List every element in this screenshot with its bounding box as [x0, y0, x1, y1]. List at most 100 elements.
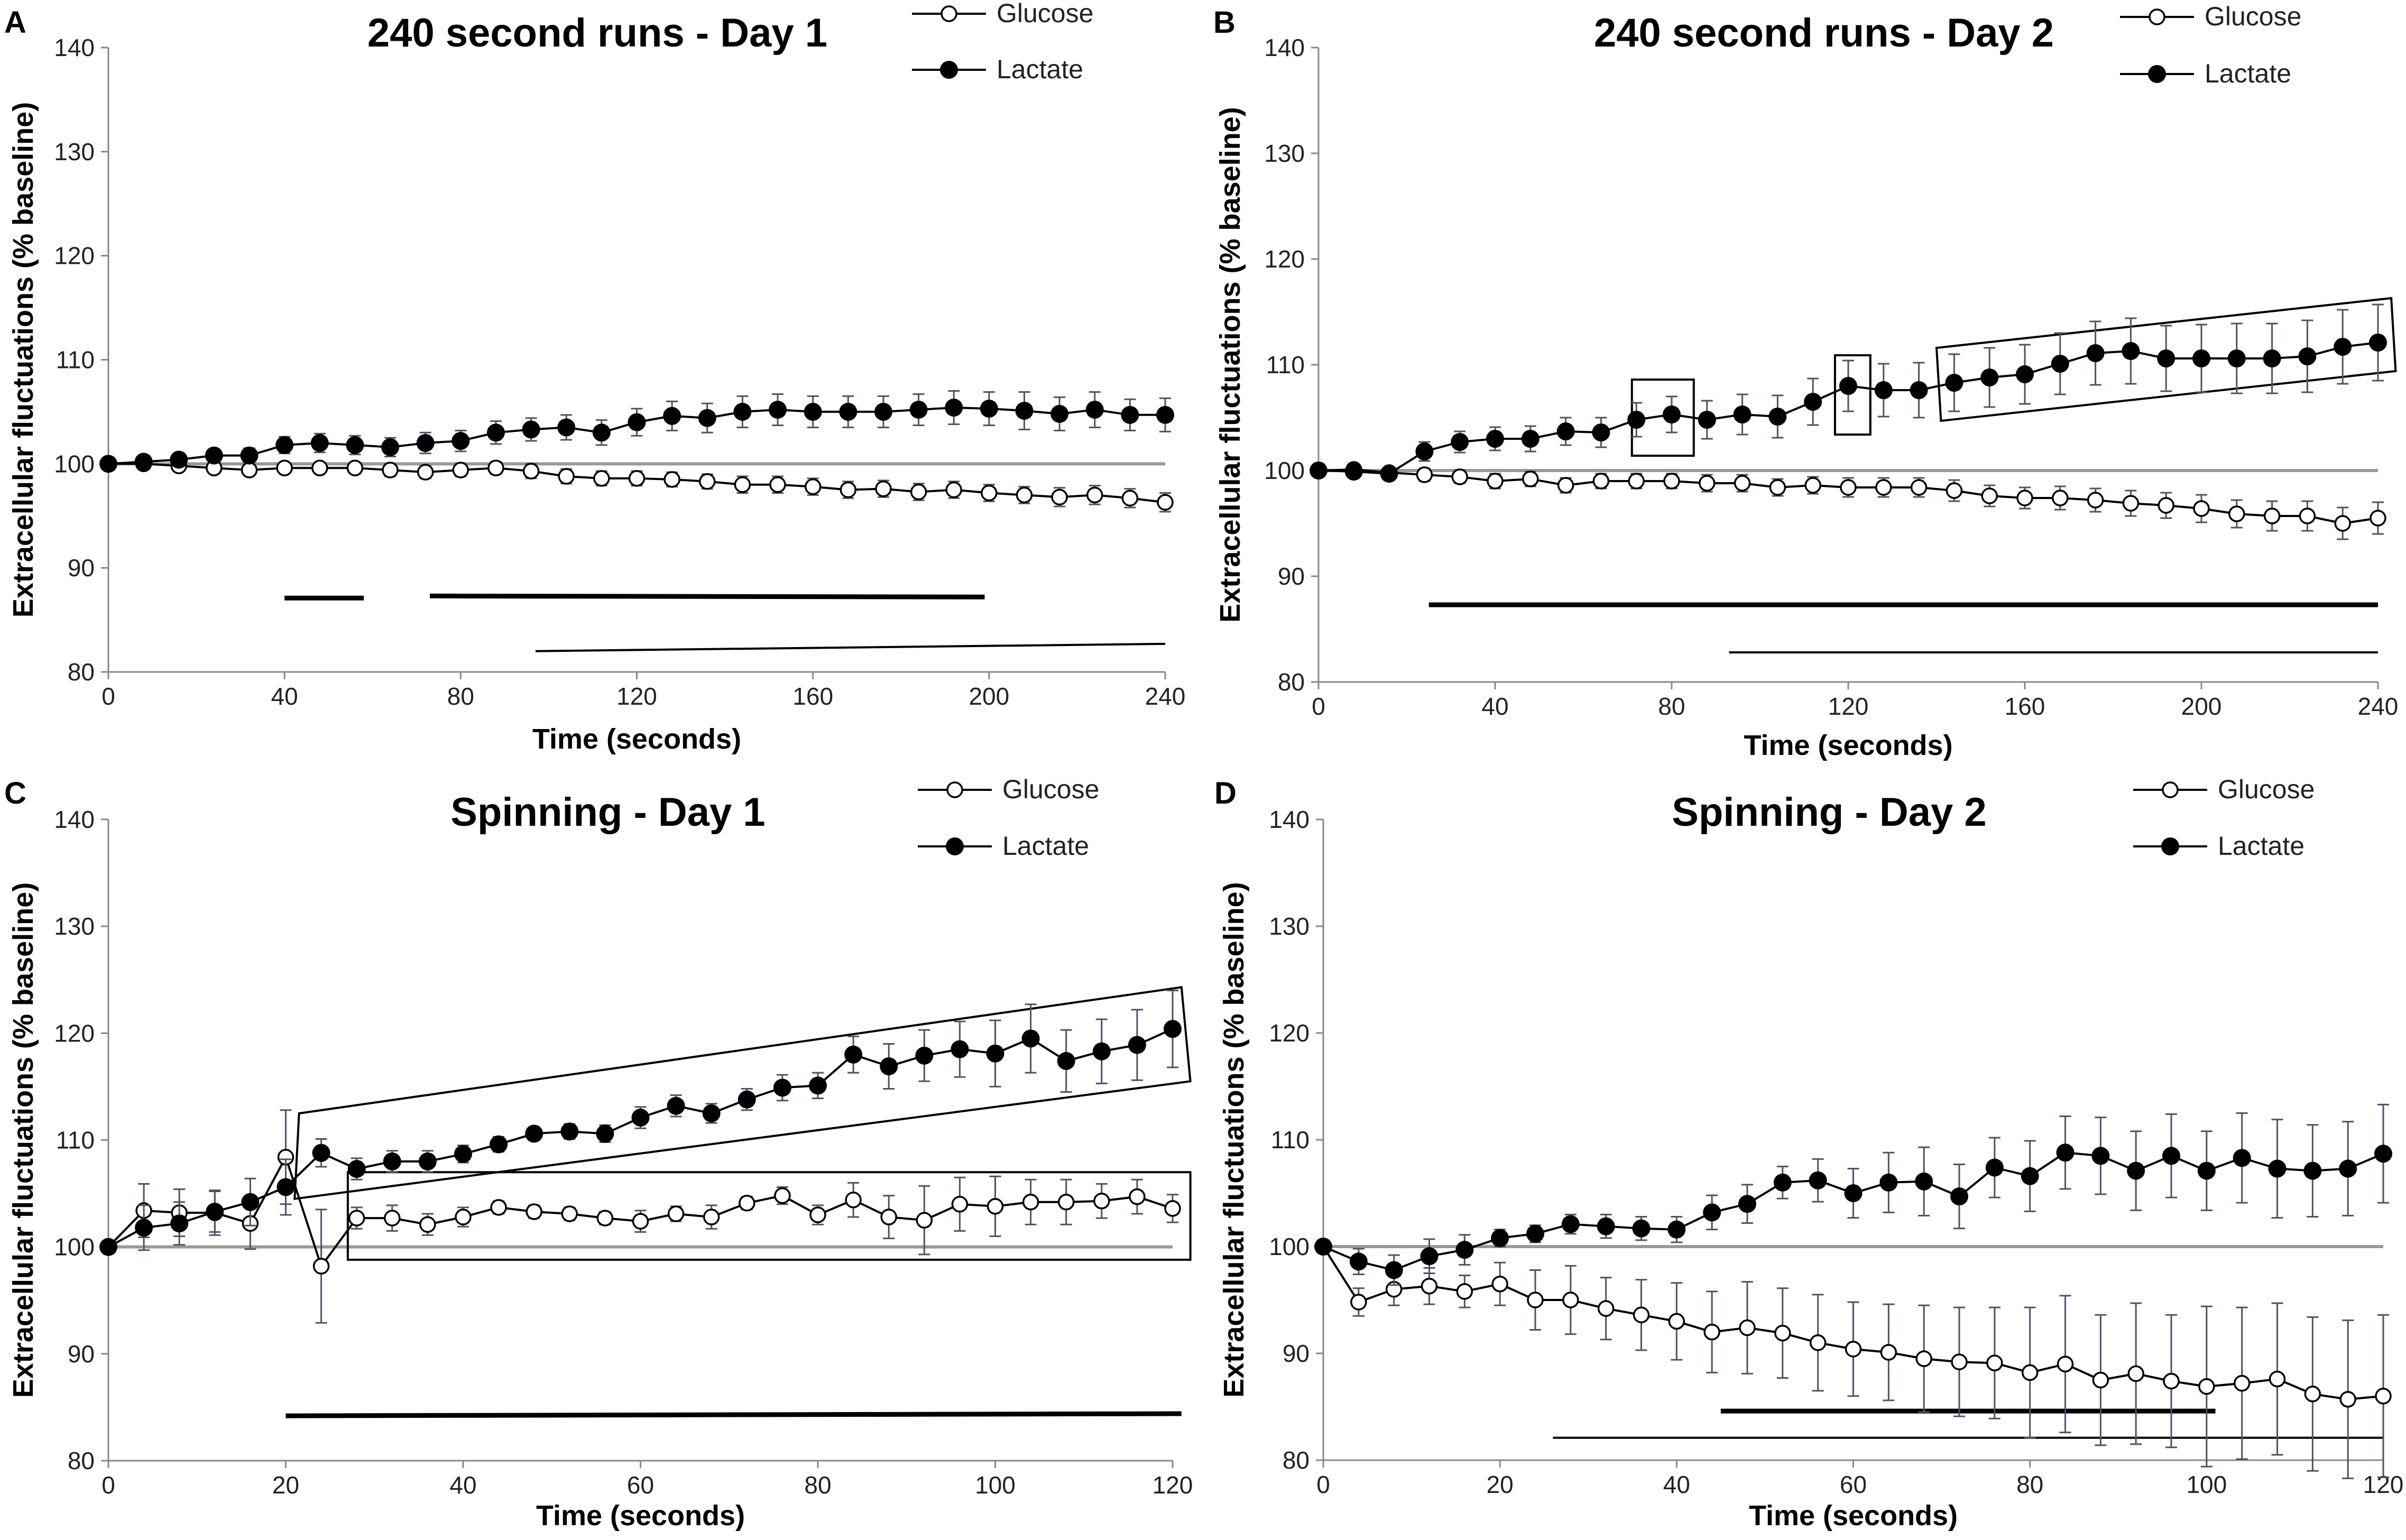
data-point-glucose: [981, 484, 998, 502]
data-point-lactate: [804, 402, 822, 421]
y-tick-label: 110: [1266, 351, 1305, 379]
chart-panel-a: A 240 second runs - Day 1 80 90 100 110 120 130…: [4, 0, 1185, 755]
data-point-glucose: [1592, 473, 1610, 490]
x-tick-label: 80: [1658, 693, 1685, 720]
data-point-lactate: [1050, 404, 1069, 423]
data-point-glucose: [452, 462, 469, 478]
data-point-glucose: [1628, 473, 1645, 490]
x-tick-label: 40: [271, 683, 298, 710]
data-point-glucose: [1522, 471, 1539, 487]
data-point-lactate: [2197, 1161, 2216, 1180]
data-point-lactate: [2369, 334, 2387, 352]
data-point-lactate: [383, 1152, 401, 1170]
data-point-glucose: [1451, 468, 1468, 485]
data-point-glucose: [1456, 1283, 1473, 1300]
legend: Glucose Lactate: [918, 774, 1099, 861]
data-point-lactate: [1879, 1173, 1898, 1192]
data-point-lactate: [1486, 430, 1504, 448]
data-point-lactate: [454, 1145, 472, 1163]
data-point-lactate: [241, 1193, 260, 1211]
data-point-lactate: [205, 446, 223, 465]
data-point-lactate: [1945, 374, 1963, 392]
data-point-lactate: [1950, 1187, 1968, 1206]
y-axis-label: Extracellular fluctuations (% baseline): [7, 882, 39, 1398]
x-tick-label: 200: [969, 683, 1009, 710]
legend: Glucose Lactate: [2133, 774, 2315, 861]
y-tick-label: 110: [56, 1127, 95, 1154]
data-point-lactate: [1985, 1158, 2004, 1177]
data-point-lactate: [490, 1135, 508, 1154]
data-point-glucose: [2198, 1378, 2215, 1395]
y-tick-label: 100: [54, 450, 95, 477]
data-point-lactate: [631, 1109, 650, 1127]
y-axis-label: Extracellular fluctuations (% baseline): [1214, 107, 1246, 622]
data-point-glucose: [667, 1205, 685, 1222]
data-point-glucose: [276, 459, 293, 476]
x-tick-label: 80: [804, 1471, 831, 1499]
series-glucose: [1315, 1238, 2392, 1479]
data-point-lactate: [809, 1076, 827, 1095]
data-point-glucose: [2127, 1365, 2144, 1382]
data-point-lactate: [1526, 1224, 1544, 1243]
data-point-lactate: [1092, 1042, 1111, 1061]
y-tick-label: 100: [54, 1233, 95, 1261]
data-point-glucose: [2299, 508, 2316, 524]
data-point-glucose: [845, 1191, 862, 1209]
chart-title: 240 second runs - Day 1: [367, 11, 827, 56]
data-point-lactate: [1804, 393, 1822, 411]
data-point-glucose: [1946, 482, 1963, 499]
data-point-lactate: [1915, 1172, 1933, 1191]
data-point-lactate: [2056, 1144, 2075, 1162]
data-point-glucose: [951, 1196, 969, 1213]
data-point-lactate: [698, 409, 716, 427]
data-point-lactate: [99, 1238, 117, 1256]
data-point-glucose: [558, 468, 575, 485]
series-glucose: [1310, 461, 2386, 540]
y-tick-label: 90: [1278, 562, 1305, 590]
data-point-glucose: [1086, 486, 1103, 504]
x-tick-label: 240: [2358, 693, 2399, 720]
y-tick-label: 130: [54, 138, 95, 165]
x-tick-label: 160: [792, 683, 833, 710]
data-point-glucose: [1491, 1275, 1508, 1293]
data-point-lactate: [347, 1160, 366, 1178]
data-point-glucose: [2087, 492, 2104, 509]
data-point-glucose: [916, 1212, 933, 1229]
highlight-box: [1833, 354, 1872, 436]
data-point-glucose: [2092, 1371, 2109, 1389]
series-lactate: [99, 390, 1174, 473]
legend-marker-glucose: [941, 5, 957, 22]
legend-label: Glucose: [2205, 2, 2301, 31]
data-point-lactate: [2021, 1167, 2039, 1185]
x-tick-label: 60: [1840, 1471, 1867, 1498]
data-point-lactate: [596, 1124, 614, 1143]
data-point-glucose: [2021, 1364, 2039, 1381]
data-point-lactate: [206, 1202, 224, 1221]
data-point-glucose: [875, 480, 892, 497]
data-point-lactate: [1809, 1171, 1827, 1189]
y-tick-label: 130: [54, 912, 95, 940]
data-point-lactate: [663, 407, 681, 425]
y-tick-label: 130: [1269, 912, 1310, 940]
series-glucose: [100, 1109, 1181, 1324]
data-point-glucose: [2158, 497, 2174, 514]
legend-label: Lactate: [1002, 831, 1089, 861]
highlight-box: [293, 986, 1192, 1200]
data-point-glucose: [1557, 477, 1574, 494]
legend-marker-glucose: [2149, 8, 2165, 25]
data-point-glucose: [490, 1199, 507, 1216]
panel-letter: B: [1213, 5, 1236, 40]
data-point-lactate: [733, 402, 752, 421]
data-point-lactate: [135, 1219, 153, 1237]
data-point-glucose: [1880, 1344, 1897, 1361]
x-tick-label: 0: [1316, 1471, 1330, 1498]
data-point-glucose: [346, 459, 364, 476]
data-point-lactate: [2091, 1147, 2110, 1165]
data-point-lactate: [1597, 1217, 1615, 1235]
data-point-lactate: [909, 400, 928, 419]
data-point-glucose: [241, 462, 258, 478]
data-point-glucose: [1703, 1323, 1720, 1341]
chart-title: Spinning - Day 1: [450, 790, 765, 835]
data-point-lactate: [1627, 411, 1646, 429]
x-tick-label: 0: [102, 683, 115, 710]
